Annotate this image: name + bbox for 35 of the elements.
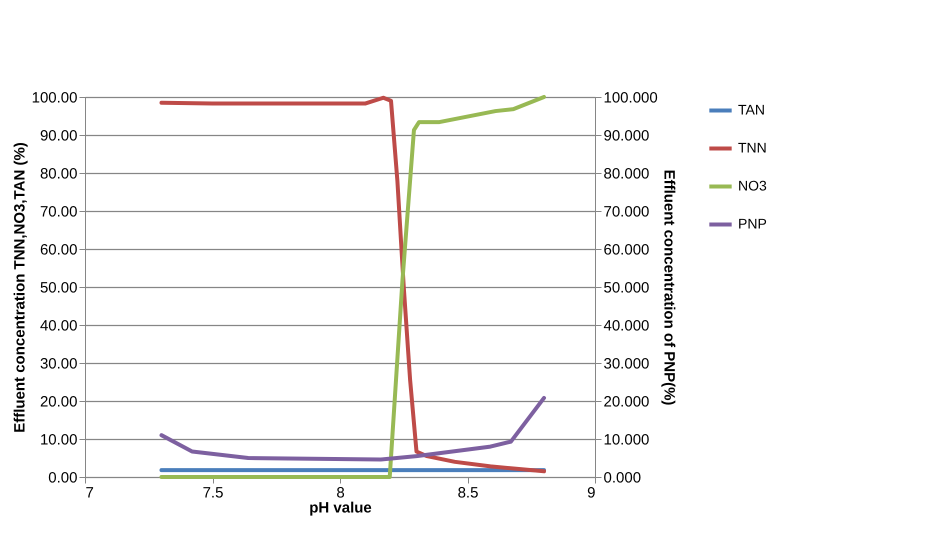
y-axis-title: Effluent concentration TNN,NO3,TAN (%) [12,142,29,433]
legend-label: TAN [738,102,765,118]
line-series [160,396,546,462]
legend-label: NO3 [738,178,767,194]
x-axis-title: pH value [309,500,372,516]
y-tick-label: 50.00 [40,280,78,296]
y-tick-label: 20.00 [40,394,78,410]
x-tick-label: 8.5 [458,484,478,502]
y2-tick-label: 0.000 [604,470,642,486]
y2-tick-label: 40.000 [604,318,650,334]
y2-axis-title: Effluent concentration of PNP(%) [660,170,678,406]
y2-tick-label: 100.000 [604,90,658,106]
legend-label: PNP [738,216,767,232]
y2-tick-label: 90.000 [604,128,650,144]
x-tick-label: 8 [336,484,345,502]
y-tick-label: 0.00 [48,470,78,486]
y-tick-label: 30.00 [40,356,78,372]
y-tick-label: 40.00 [40,318,78,334]
y2-tick-label: 20.000 [604,394,650,410]
legend-label: TNN [738,140,767,156]
y-tick-label: 60.00 [40,242,78,258]
y-tick-label: 70.00 [40,204,78,220]
y-tick-label: 10.00 [40,432,78,448]
x-tick-label: 7 [86,484,94,502]
y2-tick-label: 10.000 [604,432,650,448]
y-tick-label: 100.00 [32,90,78,106]
y2-tick-label: 50.000 [604,280,650,296]
y2-tick-label: 60.000 [604,242,650,258]
y2-tick-label: 70.000 [604,204,650,220]
y-tick-label: 90.00 [40,128,78,144]
y-tick-label: 80.00 [40,166,78,182]
x-tick-label: 9 [587,484,596,502]
x-tick-label: 7.5 [202,484,224,502]
y2-tick-label: 80.000 [604,166,650,182]
y2-tick-label: 30.000 [604,356,650,372]
